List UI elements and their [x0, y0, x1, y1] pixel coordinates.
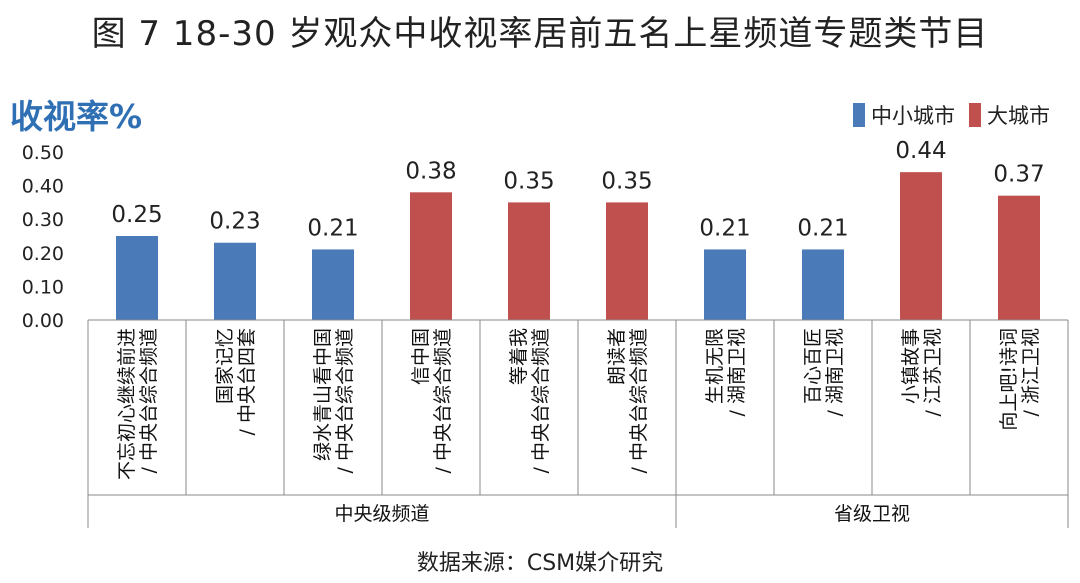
chart-title: 图 7 18-30 岁观众中收视率居前五名上星频道专题类节目 — [91, 14, 989, 54]
category-label-name: 百心百匠 — [802, 328, 824, 404]
category-label-channel: / 中央台综合频道 — [432, 328, 454, 473]
data-label: 0.21 — [797, 215, 848, 241]
y-tick-label: 0.50 — [22, 142, 64, 164]
category-label-name: 等着我 — [508, 328, 530, 385]
category-label-name: 不忘初心继续前进 — [116, 328, 138, 480]
bar — [214, 242, 256, 320]
y-tick-label: 0.00 — [22, 310, 64, 332]
legend-swatch-big-cities — [969, 103, 981, 127]
bar — [410, 192, 452, 320]
group-label: 中央级频道 — [334, 503, 429, 525]
category-label-channel: / 浙江卫视 — [1020, 328, 1042, 416]
legend-item-small-cities: 中小城市 — [853, 100, 955, 130]
data-label: 0.21 — [307, 215, 358, 241]
category-label-name: 小镇故事 — [900, 328, 922, 404]
y-tick-label: 0.40 — [22, 176, 64, 198]
category-label-channel: / 中央台综合频道 — [138, 328, 160, 473]
bar — [802, 249, 844, 320]
category-label: 向上吧!诗词/ 浙江卫视 — [998, 328, 1042, 431]
category-label-name: 生机无限 — [704, 328, 726, 404]
legend: 中小城市 大城市 — [839, 100, 1050, 130]
bar — [606, 202, 648, 320]
bar — [508, 202, 550, 320]
legend-item-big-cities: 大城市 — [969, 100, 1050, 130]
category-label-channel: / 湖南卫视 — [824, 328, 846, 416]
legend-swatch-small-cities — [853, 103, 865, 127]
category-label: 不忘初心继续前进/ 中央台综合频道 — [116, 328, 160, 480]
category-label: 百心百匠/ 湖南卫视 — [802, 328, 846, 416]
category-label-channel: / 中央台综合频道 — [334, 328, 356, 473]
y-axis-label: 收视率% — [10, 97, 143, 136]
data-label: 0.21 — [699, 215, 750, 241]
bar — [704, 249, 746, 320]
bar — [900, 172, 942, 320]
data-label: 0.44 — [895, 138, 946, 164]
data-label: 0.35 — [601, 168, 652, 194]
category-label: 小镇故事/ 江苏卫视 — [900, 328, 944, 416]
category-label-name: 绿水青山看中国 — [312, 328, 334, 461]
category-label-name: 朗读者 — [606, 328, 628, 385]
category-label-channel: / 湖南卫视 — [726, 328, 748, 416]
category-label-channel: / 中央台四套 — [236, 328, 258, 435]
category-label: 生机无限/ 湖南卫视 — [704, 328, 748, 416]
y-tick-label: 0.10 — [22, 276, 64, 298]
data-label: 0.25 — [111, 202, 162, 228]
category-label-name: 国家记忆 — [214, 328, 236, 404]
data-label: 0.37 — [993, 162, 1044, 188]
y-tick-label: 0.20 — [22, 243, 64, 265]
group-label: 省级卫视 — [834, 503, 910, 525]
category-label-name: 信中国 — [410, 328, 432, 385]
category-label-channel: / 中央台综合频道 — [530, 328, 552, 473]
category-label: 信中国/ 中央台综合频道 — [410, 328, 454, 473]
y-tick-label: 0.30 — [22, 209, 64, 231]
bar — [312, 249, 354, 320]
bar — [998, 195, 1040, 320]
category-label: 绿水青山看中国/ 中央台综合频道 — [312, 328, 356, 473]
category-label-channel: / 中央台综合频道 — [628, 328, 650, 473]
legend-label-big-cities: 大城市 — [987, 104, 1050, 128]
data-label: 0.38 — [405, 158, 456, 184]
category-label: 等着我/ 中央台综合频道 — [508, 328, 552, 473]
data-label: 0.23 — [209, 209, 260, 235]
category-label-channel: / 江苏卫视 — [922, 328, 944, 416]
data-label: 0.35 — [503, 168, 554, 194]
category-label-name: 向上吧!诗词 — [998, 328, 1020, 431]
category-label: 国家记忆/ 中央台四套 — [214, 328, 258, 435]
bar — [116, 236, 158, 320]
legend-label-small-cities: 中小城市 — [871, 104, 955, 128]
data-source: 数据来源：CSM媒介研究 — [416, 551, 664, 576]
category-label: 朗读者/ 中央台综合频道 — [606, 328, 650, 473]
